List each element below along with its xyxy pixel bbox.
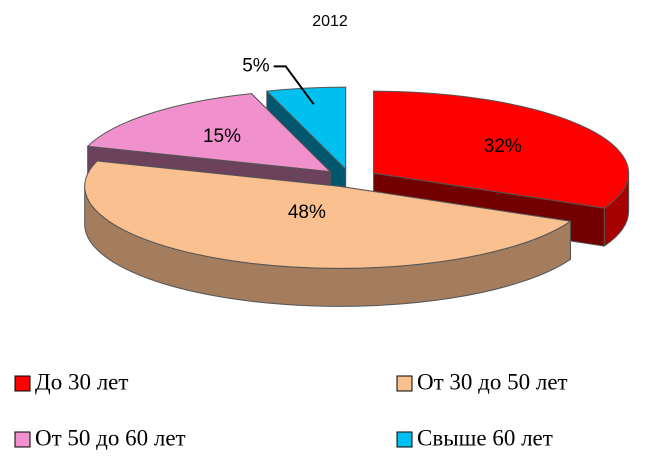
legend-label: От 50 до 60 лет xyxy=(35,425,186,450)
data-label: 32% xyxy=(484,136,522,157)
pie: 32% 48% 15% 5% xyxy=(84,55,630,307)
slice xyxy=(373,90,630,209)
chart-title: 2012 xyxy=(312,13,348,30)
legend-label: От 30 до 50 лет xyxy=(417,369,568,394)
slice xyxy=(86,93,332,173)
legend-label: До 30 лет xyxy=(35,369,128,394)
legend: До 30 лет От 30 до 50 лет От 50 до 60 лет С… xyxy=(14,369,568,450)
slice xyxy=(265,86,347,171)
legend-swatch xyxy=(396,431,413,448)
data-label: 5% xyxy=(242,55,270,76)
leader-line xyxy=(273,65,315,105)
data-label: 48% xyxy=(288,202,326,223)
legend-swatch xyxy=(14,375,31,392)
slice xyxy=(84,160,572,269)
legend-label: Свыше 60 лет xyxy=(417,425,553,450)
data-label: 15% xyxy=(203,126,241,147)
legend-swatch xyxy=(396,375,413,392)
legend-swatch xyxy=(14,431,31,448)
